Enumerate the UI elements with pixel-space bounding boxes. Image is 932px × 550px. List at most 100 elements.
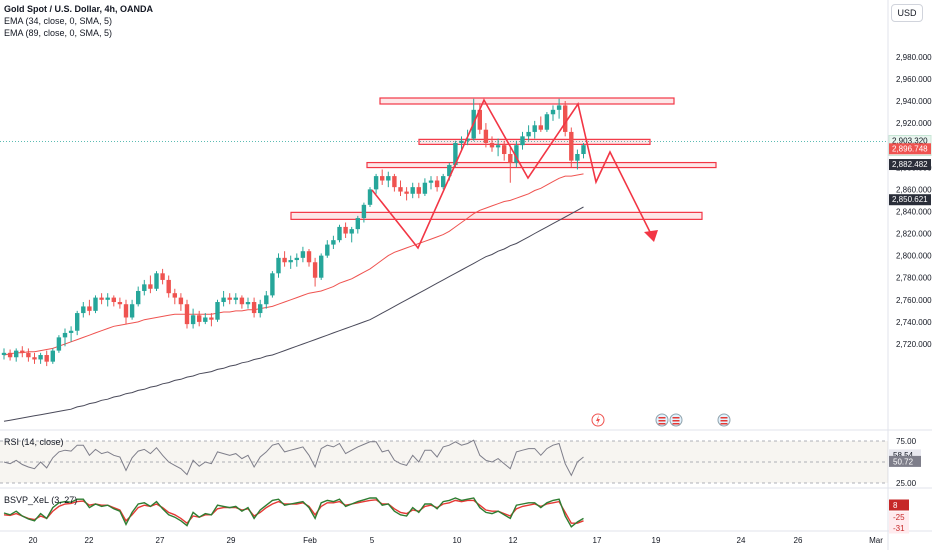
flag-icon-stripe xyxy=(672,423,680,425)
candle xyxy=(221,290,226,307)
candle xyxy=(343,222,348,238)
symbol-title: Gold Spot / U.S. Dollar, 4h, OANDA xyxy=(4,4,154,14)
candle xyxy=(32,352,37,364)
candle-body xyxy=(416,187,421,194)
candle xyxy=(550,105,556,121)
candle xyxy=(416,182,421,199)
candle xyxy=(386,171,391,188)
x-tick-label: 17 xyxy=(593,536,602,545)
candle-body xyxy=(459,140,464,143)
candle-body xyxy=(68,330,74,333)
candle-body xyxy=(526,131,531,137)
candle-body xyxy=(123,304,129,318)
candle-body xyxy=(276,257,281,274)
currency-button[interactable]: USD xyxy=(891,4,923,22)
candle-body xyxy=(422,182,428,194)
candle xyxy=(569,127,574,168)
candle xyxy=(26,348,31,362)
candle-body xyxy=(575,154,580,161)
candle-body xyxy=(288,260,293,263)
candle xyxy=(190,308,196,329)
x-tick-label: 26 xyxy=(794,536,803,545)
candle-body xyxy=(312,262,318,278)
candle-body xyxy=(520,136,525,146)
candle-body xyxy=(514,145,519,163)
candle-body xyxy=(380,176,385,181)
candle xyxy=(105,293,110,307)
candle xyxy=(367,187,373,208)
candle xyxy=(251,297,257,318)
candle-body xyxy=(7,352,13,358)
lightning-icon xyxy=(591,413,605,427)
candle-body xyxy=(14,350,19,358)
candle-body xyxy=(75,313,80,331)
candle-body xyxy=(117,302,123,305)
candle-body xyxy=(392,176,397,188)
candle-body xyxy=(148,284,153,289)
candle xyxy=(184,299,190,329)
candle xyxy=(93,295,98,314)
rsi-last-label: 58.54 xyxy=(893,451,914,460)
candle-body xyxy=(398,187,403,192)
candle-body xyxy=(190,315,196,325)
candle xyxy=(56,335,62,353)
candle xyxy=(50,348,55,364)
candle-body xyxy=(489,142,495,148)
candle-body xyxy=(105,297,110,300)
candle xyxy=(434,176,440,192)
bsvp-last-label: -25 xyxy=(893,513,905,522)
candle xyxy=(276,253,281,278)
candle xyxy=(142,279,147,296)
candle-body xyxy=(563,105,568,132)
y-tick-label: 2,940.000 xyxy=(896,97,932,106)
candle-body xyxy=(270,273,275,296)
flag-icon-stripe xyxy=(658,423,666,425)
candle-body xyxy=(294,257,299,261)
candle xyxy=(312,257,318,287)
flag-icon xyxy=(717,413,731,427)
candle xyxy=(160,268,165,285)
candle-body xyxy=(233,297,238,300)
candle xyxy=(489,136,495,152)
candle-body xyxy=(483,129,489,143)
candle xyxy=(288,255,293,269)
y-tick-label: 2,800.000 xyxy=(896,252,932,261)
x-tick-label: 22 xyxy=(85,536,94,545)
y-tick-label: 2,720.000 xyxy=(896,340,932,349)
candle xyxy=(410,182,415,199)
candle xyxy=(178,293,184,311)
candle xyxy=(117,297,123,309)
chart-legend: Gold Spot / U.S. Dollar, 4h, OANDA EMA (… xyxy=(4,3,153,39)
candle-body xyxy=(56,337,62,351)
candle xyxy=(526,125,531,141)
x-tick-label: 27 xyxy=(156,536,165,545)
candle-body xyxy=(508,154,513,163)
candle-body xyxy=(300,251,306,258)
candle xyxy=(319,253,324,280)
candle xyxy=(532,120,537,139)
candle xyxy=(294,253,299,267)
bsvp-last-label: 8 xyxy=(893,501,898,510)
ema89-legend: EMA (89, close, 0, SMA, 5) xyxy=(4,28,113,38)
candle xyxy=(404,187,409,201)
support-zone-target xyxy=(290,211,703,220)
ema34-legend: EMA (34, close, 0, SMA, 5) xyxy=(4,16,113,26)
bsvp-last-label: -31 xyxy=(893,524,905,533)
y-tick-label: 2,780.000 xyxy=(896,274,932,283)
candle-body xyxy=(1,352,7,356)
flag-icon-stripe xyxy=(672,417,680,419)
candle xyxy=(355,215,360,234)
candle-body xyxy=(325,244,330,256)
candle xyxy=(520,131,525,150)
candle xyxy=(68,326,74,342)
rsi-label-box xyxy=(889,455,921,467)
candle-body xyxy=(129,304,135,318)
rsi-tick-label: 25.00 xyxy=(896,479,917,488)
candle-body xyxy=(62,332,68,338)
candle xyxy=(422,178,428,196)
candle xyxy=(148,275,153,294)
rsi-label-box xyxy=(889,449,921,461)
candle-body xyxy=(197,315,202,322)
y-tick-label: 2,860.000 xyxy=(896,185,932,194)
